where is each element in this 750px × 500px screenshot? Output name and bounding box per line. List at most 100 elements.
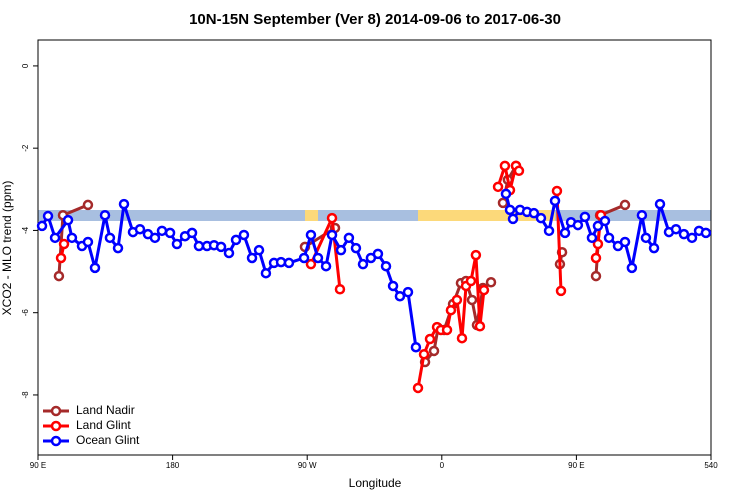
data-point: [599, 215, 611, 227]
data-point: [58, 238, 70, 250]
data-point: [335, 244, 347, 256]
data-point: [36, 220, 48, 232]
data-point: [513, 165, 525, 177]
data-point: [551, 185, 563, 197]
data-point: [410, 341, 422, 353]
data-point: [590, 252, 602, 264]
data-point: [474, 321, 486, 332]
data-point: [112, 242, 124, 254]
data-point: [230, 234, 242, 246]
data-point: [223, 247, 235, 259]
plot-frame: [37, 39, 712, 456]
data-point: [670, 223, 682, 235]
data-point: [253, 244, 265, 256]
data-point: [466, 294, 478, 306]
data-point: [215, 241, 227, 253]
data-point: [528, 207, 540, 219]
legend-label: Land Glint: [76, 418, 131, 432]
x-tick-label: 90 E: [568, 461, 584, 470]
data-point: [686, 232, 698, 244]
data-point: [283, 257, 295, 269]
y-tick-label: -2: [21, 144, 30, 152]
data-point: [418, 348, 430, 360]
data-point: [82, 236, 94, 248]
data-point: [590, 270, 602, 282]
data-point: [603, 232, 615, 244]
data-point: [700, 227, 712, 239]
data-point: [193, 240, 205, 252]
data-point: [678, 228, 690, 240]
legend-label: Land Nadir: [76, 403, 135, 417]
data-point: [428, 345, 440, 357]
data-point: [334, 283, 346, 295]
data-point: [320, 260, 332, 272]
x-axis-label: Longitude: [349, 476, 402, 490]
data-point: [445, 304, 457, 316]
legend-marker: [50, 405, 62, 417]
data-point: [478, 284, 490, 296]
data-point: [412, 382, 424, 394]
data-point: [305, 258, 317, 270]
data-point: [104, 232, 116, 244]
data-point: [387, 280, 399, 292]
band: [38, 210, 711, 221]
data-point: [171, 238, 183, 250]
y-tick-label: -8: [21, 391, 30, 399]
legend-marker: [50, 420, 62, 432]
data-point: [636, 209, 648, 221]
data-point: [260, 267, 272, 279]
data-point: [343, 232, 355, 244]
data-point: [372, 248, 384, 260]
data-point: [504, 204, 516, 216]
data-point: [394, 290, 406, 302]
data-point: [619, 236, 631, 248]
y-axis-label: XCO2 - MLO trend (ppm): [0, 181, 14, 316]
x-tick-label: 540: [704, 461, 718, 470]
data-point: [441, 324, 453, 336]
data-point: [470, 249, 482, 261]
data-point: [549, 195, 561, 207]
data-point: [535, 212, 547, 224]
y-tick-label: -6: [21, 309, 30, 317]
data-point: [326, 212, 338, 224]
data-point: [559, 227, 571, 239]
data-point: [186, 227, 198, 239]
data-point: [492, 181, 504, 193]
data-point: [572, 219, 584, 231]
data-point: [592, 238, 604, 250]
y-tick-label: -4: [21, 226, 30, 234]
data-point: [497, 197, 509, 209]
data-point: [499, 160, 511, 172]
legend-marker: [50, 435, 62, 447]
x-tick-label: 0: [440, 461, 445, 470]
data-point: [654, 198, 666, 210]
chart-title: 10N-15N September (Ver 8) 2014-09-06 to …: [189, 11, 561, 28]
x-tick-label: 90 W: [298, 461, 317, 470]
data-point: [42, 210, 54, 222]
data-point: [619, 199, 631, 211]
data-point: [99, 209, 111, 221]
data-point: [592, 220, 604, 232]
data-point: [134, 223, 146, 235]
data-point: [640, 232, 652, 244]
band-highlight: [418, 210, 555, 221]
data-point: [451, 294, 463, 306]
data-point: [62, 214, 74, 226]
x-tick-label: 180: [166, 461, 180, 470]
data-point: [465, 275, 477, 287]
data-point: [579, 211, 591, 223]
data-point: [53, 270, 65, 282]
data-point: [246, 252, 258, 264]
data-point: [118, 198, 130, 210]
legend-label: Ocean Glint: [76, 433, 140, 447]
data-point: [55, 252, 67, 264]
data-point: [305, 229, 317, 241]
data-point: [648, 242, 660, 254]
data-point: [543, 225, 555, 237]
x-tick-label: 90 E: [30, 461, 46, 470]
data-point: [149, 232, 161, 244]
data-point: [357, 258, 369, 270]
data-point: [238, 229, 250, 241]
band-highlight: [305, 210, 318, 221]
